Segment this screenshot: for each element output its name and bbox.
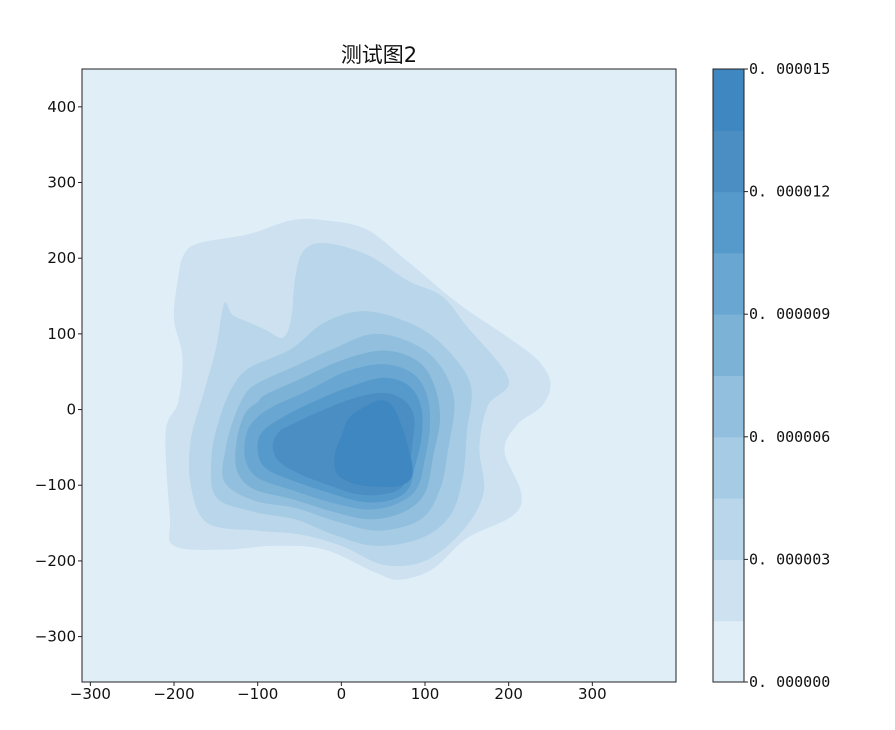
y-tick-label: 400 — [47, 98, 76, 116]
x-tick-label: 200 — [494, 685, 523, 703]
colorbar-band — [713, 620, 744, 683]
colorbar-band — [713, 498, 744, 560]
colorbar: 0. 000000 0. 000003 0. 000006 0. 000009 0. 0… — [712, 60, 830, 691]
x-tick-label: −300 — [70, 685, 111, 703]
y-tick-label: 200 — [47, 249, 76, 267]
y-axis: 400 300 200 100 0 −100 −200 −300 — [35, 98, 82, 646]
y-tick-label: 300 — [47, 174, 76, 192]
colorbar-band — [713, 130, 744, 193]
x-tick-label: −200 — [153, 685, 194, 703]
x-tick-label: −100 — [237, 685, 278, 703]
x-tick-label: 0 — [337, 685, 347, 703]
colorbar-tick-label: 0. 000000 — [749, 673, 830, 691]
colorbar-band — [713, 436, 744, 499]
colorbar-band — [713, 191, 744, 254]
colorbar-frame — [712, 68, 745, 683]
colorbar-band — [713, 375, 744, 438]
x-tick-label: 300 — [578, 685, 607, 703]
y-tick-label: 0 — [66, 401, 76, 419]
plot-frame — [81, 68, 677, 683]
y-tick-label: 100 — [47, 325, 76, 343]
colorbar-band — [713, 69, 744, 131]
x-tick-label: 100 — [411, 685, 440, 703]
colorbar-tick-label: 0. 000003 — [749, 550, 830, 568]
colorbar-band — [713, 314, 744, 376]
colorbar-tick-label: 0. 000012 — [749, 183, 830, 201]
colorbar-band — [713, 252, 744, 315]
contour-level-9 — [334, 400, 413, 487]
x-axis: −300 −200 −100 0 100 200 300 — [70, 682, 607, 703]
y-tick-label: −300 — [35, 628, 76, 646]
colorbar-band — [713, 559, 744, 622]
y-tick-label: −200 — [35, 552, 76, 570]
colorbar-tick-label: 0. 000015 — [749, 60, 830, 78]
colorbar-tick-label: 0. 000006 — [749, 428, 830, 446]
colorbar-tick-label: 0. 000009 — [749, 305, 830, 323]
plot-area — [81, 68, 677, 683]
y-tick-label: −100 — [35, 476, 76, 494]
chart-title: 测试图2 — [341, 43, 417, 67]
